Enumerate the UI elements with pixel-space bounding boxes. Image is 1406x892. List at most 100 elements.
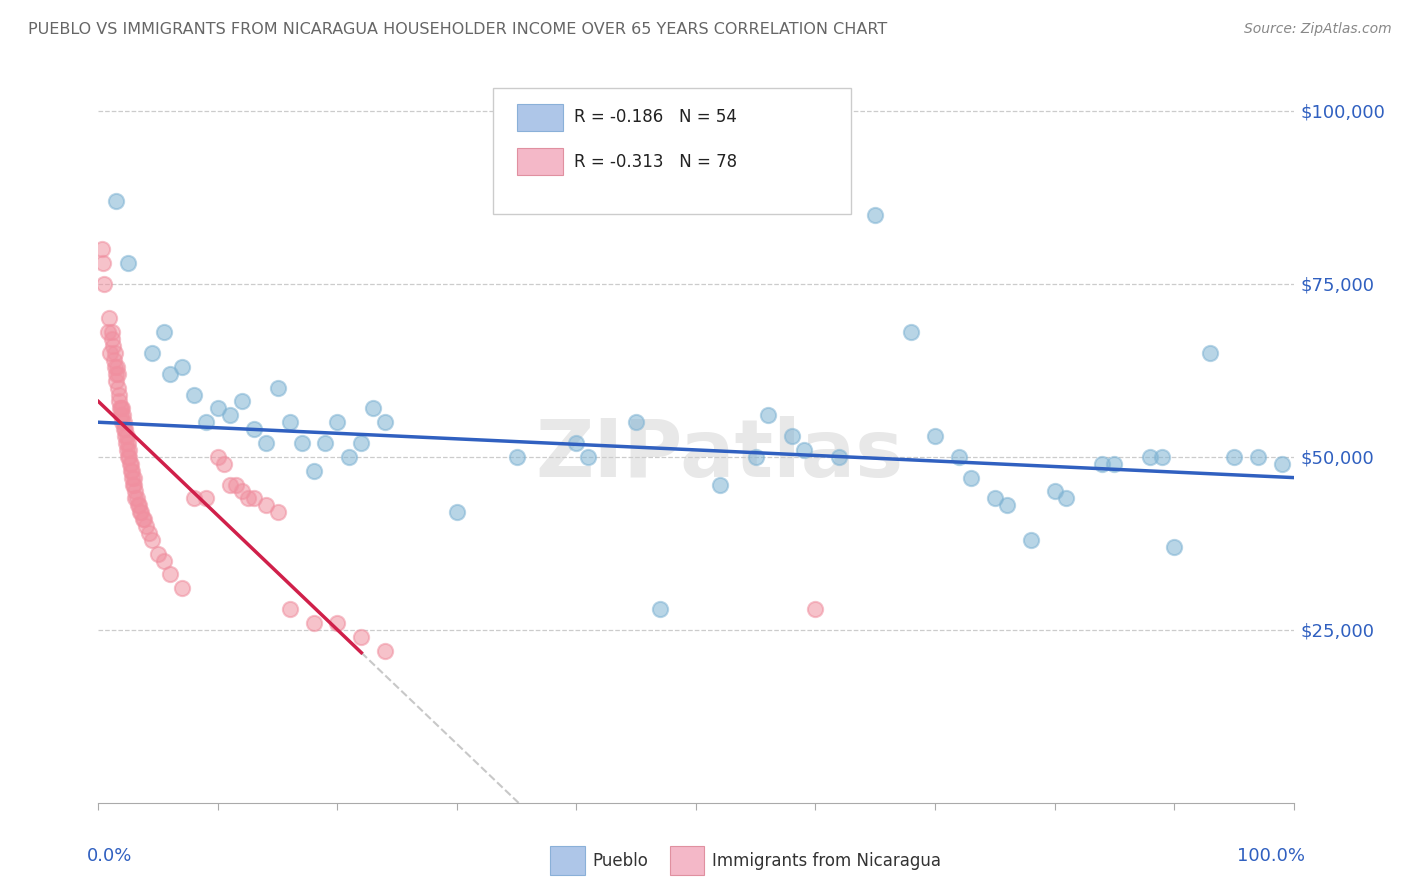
Point: [900, 326, 922, 340]
Point: [114, 429, 136, 443]
Point: [112, 415, 135, 429]
Point: [756, 409, 779, 423]
Point: [103, 353, 125, 368]
Point: [650, 602, 672, 616]
Point: [578, 450, 600, 464]
Point: [93, 277, 115, 291]
Point: [254, 436, 277, 450]
FancyBboxPatch shape: [517, 103, 564, 130]
Text: Immigrants from Nicaragua: Immigrants from Nicaragua: [711, 852, 941, 870]
Point: [565, 436, 588, 450]
Point: [793, 442, 815, 457]
Point: [243, 422, 266, 436]
Point: [111, 401, 134, 416]
Point: [984, 491, 1007, 506]
Point: [278, 415, 301, 429]
Text: ZIPatlas: ZIPatlas: [536, 416, 904, 494]
Point: [219, 409, 242, 423]
Point: [101, 339, 124, 353]
Point: [108, 394, 131, 409]
Point: [1104, 457, 1126, 471]
Point: [626, 415, 648, 429]
Point: [115, 436, 138, 450]
Point: [1056, 491, 1078, 506]
Point: [1271, 457, 1294, 471]
Point: [302, 464, 325, 478]
Point: [219, 477, 242, 491]
Point: [350, 436, 373, 450]
Point: [120, 457, 142, 471]
Point: [1223, 450, 1246, 464]
Point: [1163, 540, 1185, 554]
Point: [948, 450, 970, 464]
Point: [1043, 484, 1066, 499]
Point: [374, 643, 396, 657]
Point: [1091, 457, 1114, 471]
Point: [111, 415, 134, 429]
Point: [243, 491, 266, 506]
Point: [104, 346, 127, 360]
FancyBboxPatch shape: [550, 846, 585, 875]
Point: [172, 582, 194, 596]
Point: [127, 498, 149, 512]
Point: [315, 436, 337, 450]
Point: [363, 401, 385, 416]
Point: [183, 387, 205, 401]
Point: [1199, 346, 1222, 360]
Point: [1152, 450, 1174, 464]
Point: [278, 602, 301, 616]
Point: [804, 602, 827, 616]
Point: [115, 442, 138, 457]
FancyBboxPatch shape: [517, 148, 564, 175]
Point: [131, 505, 153, 519]
Point: [148, 547, 170, 561]
Point: [350, 630, 373, 644]
Point: [780, 429, 803, 443]
Point: [231, 394, 253, 409]
Point: [120, 464, 142, 478]
FancyBboxPatch shape: [494, 88, 852, 214]
Point: [153, 554, 176, 568]
Point: [107, 387, 129, 401]
Point: [267, 381, 290, 395]
Point: [141, 346, 163, 360]
Point: [118, 442, 141, 457]
Point: [98, 346, 122, 360]
Point: [132, 512, 155, 526]
Point: [115, 429, 138, 443]
Point: [195, 491, 218, 506]
Point: [865, 208, 887, 222]
Point: [1247, 450, 1270, 464]
Point: [709, 477, 731, 491]
Point: [107, 381, 129, 395]
Point: [128, 498, 150, 512]
Point: [129, 505, 152, 519]
Text: R = -0.186   N = 54: R = -0.186 N = 54: [574, 108, 737, 127]
Point: [159, 367, 181, 381]
Point: [267, 505, 290, 519]
Point: [1019, 533, 1042, 547]
Point: [141, 533, 163, 547]
Text: PUEBLO VS IMMIGRANTS FROM NICARAGUA HOUSEHOLDER INCOME OVER 65 YEARS CORRELATION: PUEBLO VS IMMIGRANTS FROM NICARAGUA HOUS…: [28, 22, 887, 37]
Point: [1139, 450, 1161, 464]
Point: [225, 477, 247, 491]
Point: [124, 491, 146, 506]
Point: [105, 374, 128, 388]
Point: [108, 401, 131, 416]
Point: [91, 256, 114, 270]
Point: [254, 498, 277, 512]
Text: 0.0%: 0.0%: [87, 847, 132, 865]
Point: [159, 567, 181, 582]
Point: [135, 519, 157, 533]
Point: [112, 422, 135, 436]
Point: [98, 311, 121, 326]
Point: [117, 256, 139, 270]
Point: [105, 359, 128, 374]
Point: [207, 401, 229, 416]
Point: [924, 429, 946, 443]
Point: [374, 415, 396, 429]
Point: [124, 484, 146, 499]
Point: [236, 491, 259, 506]
Point: [122, 477, 145, 491]
Point: [97, 326, 120, 340]
